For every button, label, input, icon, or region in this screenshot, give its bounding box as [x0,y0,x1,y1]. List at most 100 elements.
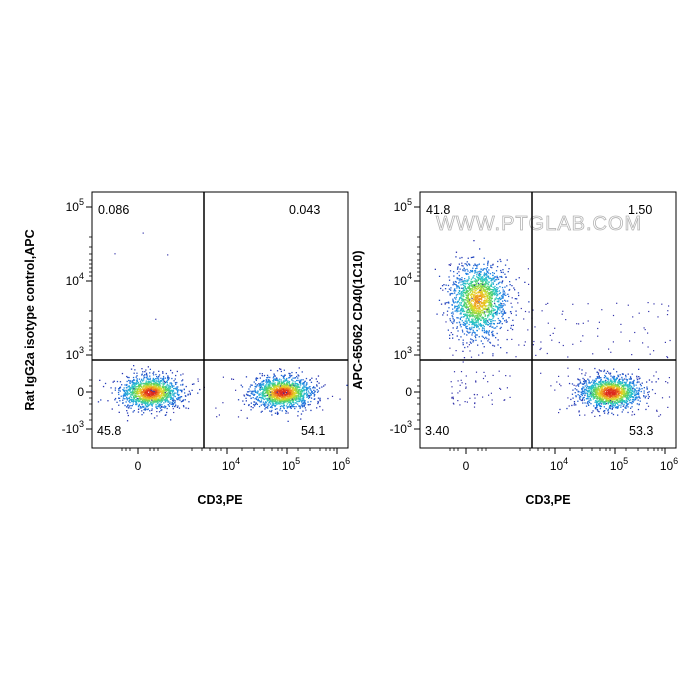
event-dot [266,381,268,383]
event-dot [153,380,156,382]
event-dot [281,388,283,390]
event-dot [299,406,301,408]
event-dot [487,275,489,278]
event-dot [460,296,462,298]
event-dot [151,401,154,403]
event-dot [136,380,139,383]
event-dot [480,270,482,272]
event-dot [496,300,498,302]
event-dot [494,291,496,293]
event-dot [633,399,635,402]
event-dot [281,402,283,405]
event-dot [478,273,480,276]
event-dot [475,336,477,339]
event-dot [309,403,311,406]
event-dot [133,382,135,384]
event-dot [298,397,300,399]
event-dot [475,280,477,282]
event-dot [488,294,490,296]
event-dot [281,394,284,396]
event-dot [149,375,151,377]
event-dot [290,407,292,409]
event-dot [296,383,298,385]
event-dot [267,407,269,409]
event-dot [116,380,119,383]
event-dot [489,288,491,290]
event-dot [470,281,472,283]
event-dot [271,404,273,406]
event-dot [149,394,151,397]
event-dot [278,385,281,387]
event-dot [298,388,300,391]
event-dot [488,288,490,290]
event-dot [271,407,273,409]
event-dot [465,272,467,275]
event-dot [265,394,267,397]
event-dot [266,395,268,397]
event-dot [162,391,164,393]
event-dot [470,278,473,280]
event-dot [292,401,294,403]
event-dot [276,390,278,392]
event-dot [452,316,454,318]
event-dot [150,386,152,388]
event-dot [255,378,257,380]
event-dot [477,279,480,281]
event-dot [270,369,272,371]
event-dot [166,381,168,383]
event-dot [284,389,286,392]
event-dot [472,277,474,279]
event-dot [247,394,249,396]
event-dot [177,391,179,393]
event-dot [274,387,276,389]
event-dot [148,399,151,402]
event-dot [281,401,283,403]
event-dot [477,307,479,309]
event-dot [464,306,466,308]
event-dot [471,318,473,320]
event-dot [166,399,168,401]
event-dot [638,395,640,397]
event-dot [498,304,500,306]
event-dot [480,283,482,285]
event-dot [189,393,191,396]
event-dot [197,378,199,380]
event-dot [500,347,502,349]
event-dot [444,288,447,290]
event-dot [460,302,462,304]
event-dot [495,297,497,299]
event-dot [182,400,184,402]
event-dot [273,379,275,381]
y-tick-label: 104 [66,271,84,288]
event-dot [492,322,495,325]
event-dot [464,299,466,301]
event-dot [262,386,264,389]
event-dot [287,397,289,399]
event-dot [306,390,308,392]
event-dot [458,274,460,277]
event-dot [265,407,267,409]
event-dot [127,407,130,409]
event-dot [140,394,142,396]
event-dot [495,270,498,272]
event-dot [594,400,597,402]
event-dot [467,282,469,284]
event-dot [480,309,482,312]
event-dot [160,394,162,396]
event-dot [134,388,136,390]
event-dot [164,381,166,383]
event-dot [152,392,154,395]
event-dot [155,390,157,393]
event-dot [481,280,483,282]
event-dot [491,300,493,303]
event-dot [483,293,485,295]
event-dot [462,321,465,324]
event-dot [492,290,494,292]
event-dot [264,387,266,389]
event-dot [497,278,500,280]
event-dot [301,406,303,408]
event-dot [484,300,486,302]
event-dot [495,289,497,292]
event-dot [291,388,293,390]
event-dot [142,396,144,398]
